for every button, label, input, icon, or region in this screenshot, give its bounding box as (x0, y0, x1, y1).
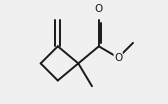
Text: O: O (114, 53, 122, 63)
Text: O: O (95, 4, 103, 14)
